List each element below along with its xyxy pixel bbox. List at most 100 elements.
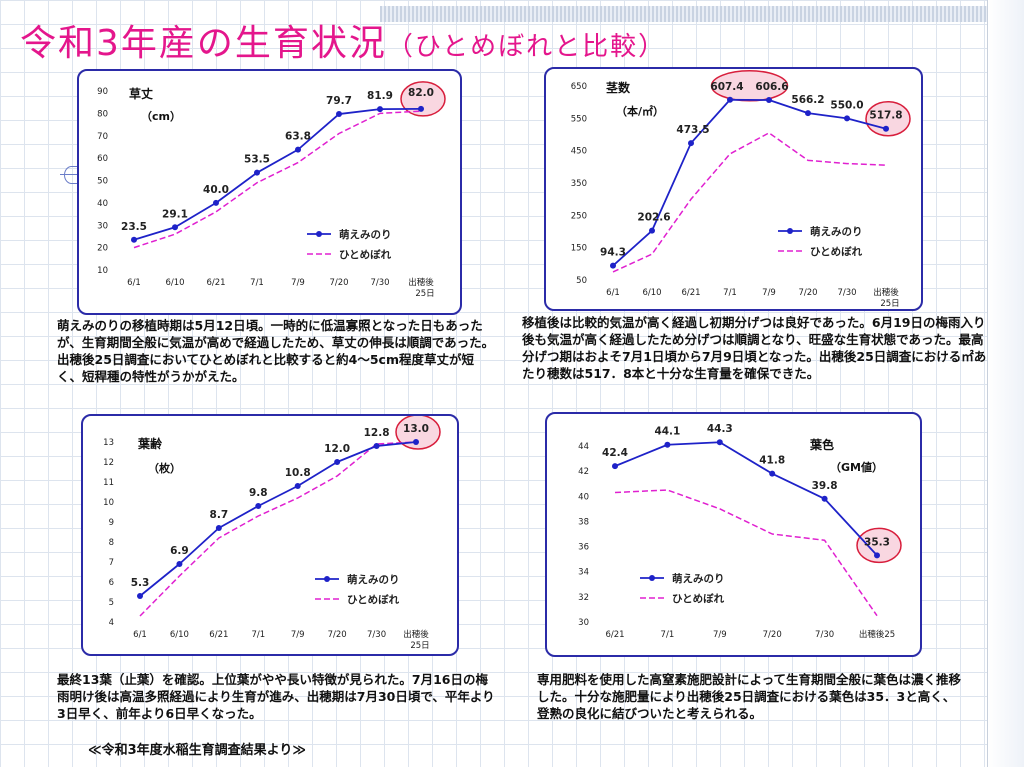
y-tick-label: 80 <box>97 109 108 119</box>
x-tick-label: 6/1 <box>606 288 620 298</box>
data-label: 202.6 <box>637 212 670 224</box>
description-leaf-age: 最終13葉（止葉）を確認。上位葉がやや長い特徴が見られた。7月16日の梅雨明け後… <box>57 672 495 721</box>
series-moemi-point <box>874 552 880 559</box>
series-moemi-point <box>844 115 850 122</box>
series-moemi-point <box>255 503 262 509</box>
source-note: ≪令和3年度水稲生育調査結果より≫ <box>88 743 307 758</box>
data-label: 42.4 <box>602 447 628 459</box>
legend-label-hitomebore: ひとめぼれ <box>347 593 400 606</box>
x-tick-label: 7/30 <box>837 288 856 298</box>
y-tick-label: 44 <box>578 442 589 452</box>
y-tick-label: 90 <box>97 87 108 97</box>
series-moemi-point <box>413 439 419 445</box>
x-tick-label: 6/21 <box>209 630 228 640</box>
y-tick-label: 42 <box>578 467 589 477</box>
y-tick-label: 11 <box>103 478 114 488</box>
y-tick-label: 38 <box>578 517 589 527</box>
series-hitomebore-line <box>612 132 887 273</box>
x-tick-label: 7/20 <box>329 278 348 288</box>
series-moemi-line <box>133 108 422 241</box>
legend-marker-moemi <box>316 231 322 237</box>
y-tick-label: 450 <box>571 147 587 157</box>
series-moemi-point <box>294 483 301 489</box>
page-title: 令和3年産の生育状況（ひとめぼれと比較） <box>20 14 666 66</box>
x-tick-label: 7/30 <box>815 630 834 640</box>
series-moemi-point <box>612 463 618 470</box>
data-label: 63.8 <box>285 131 311 143</box>
page-title-sub: （ひとめぼれと比較） <box>386 32 667 62</box>
series-hitomebore-line <box>614 489 878 617</box>
legend-label-moemi: 萌えみのり <box>810 225 863 238</box>
chart-panel-leaf-age: 4 5 6 7 8 9 10 11 12 13 6/1 6/10 6/21 7/1 7/9 7/20 7/30 出… <box>81 414 459 656</box>
chart-unit: （本/㎡） <box>616 104 664 118</box>
series-moemi-point <box>716 439 723 446</box>
series-moemi-point <box>334 459 341 465</box>
x-tick-label: 7/1 <box>250 278 264 288</box>
series-moemi-point <box>821 495 828 502</box>
x-tick-label: 6/21 <box>605 630 624 640</box>
series-moemi-point <box>688 140 694 147</box>
series-moemi-point <box>254 169 260 176</box>
chart-title: 草丈 <box>129 86 153 101</box>
series-moemi-point <box>176 561 183 567</box>
series-hitomebore-line <box>133 110 422 249</box>
y-tick-label: 12 <box>103 458 114 468</box>
chart-title: 葉齢 <box>137 436 163 451</box>
right-edge-panel <box>987 0 1024 767</box>
chart-panel-height: 10 20 30 40 50 60 70 80 90 6/1 6/10 6/21 7/1 7/9 7/20 7… <box>77 69 462 315</box>
y-tick-label: 650 <box>571 82 587 92</box>
x-tick-label: 7/9 <box>762 288 776 298</box>
data-label: 606.6 <box>755 81 788 93</box>
series-moemi-point <box>336 111 342 118</box>
y-tick-label: 250 <box>571 211 587 221</box>
data-label: 41.8 <box>759 455 785 467</box>
data-label: 82.0 <box>408 87 434 99</box>
data-label: 79.7 <box>326 95 352 107</box>
y-tick-label: 4 <box>109 618 114 628</box>
data-label: 9.8 <box>249 487 268 499</box>
y-tick-label: 30 <box>578 618 589 628</box>
data-label: 566.2 <box>791 94 824 106</box>
series-moemi-point <box>373 443 380 449</box>
series-hitomebore-line <box>139 441 417 617</box>
description-leaf-color: 専用肥料を使用した高窒素施肥設計によって生育期間全般に葉色は濃く推移した。十分な… <box>537 672 962 721</box>
data-label: 6.9 <box>170 545 189 557</box>
chart-title: 葉色 <box>809 437 834 452</box>
data-label: 40.0 <box>203 184 229 196</box>
highlight-ellipse <box>400 81 446 117</box>
x-tick-label: 6/10 <box>165 278 184 288</box>
y-tick-label: 9 <box>109 518 114 528</box>
legend-label-moemi: 萌えみのり <box>347 573 400 586</box>
data-label: 23.5 <box>121 221 147 233</box>
y-tick-label: 13 <box>103 438 114 448</box>
x-tick-label: 7/20 <box>328 630 347 640</box>
chart-unit: （枚） <box>148 461 181 475</box>
x-tick-label: 6/21 <box>681 288 700 298</box>
legend-label-moemi: 萌えみのり <box>339 228 392 241</box>
chart-height-svg: 10 20 30 40 50 60 70 80 90 6/1 6/10 6/21 7/1 7/9 7/20 7… <box>97 81 446 299</box>
series-moemi-point <box>172 224 178 231</box>
x-tick-label: 7/20 <box>798 288 817 298</box>
y-tick-label: 7 <box>109 558 114 568</box>
data-label: 29.1 <box>162 208 188 220</box>
x-tick-label: 7/9 <box>291 630 305 640</box>
data-label: 94.3 <box>600 247 626 259</box>
series-moemi-point <box>805 110 811 117</box>
x-tick-label: 出穂後25 <box>859 629 895 640</box>
x-tick-label: 7/1 <box>251 630 265 640</box>
series-moemi-point <box>664 441 671 448</box>
data-label: 44.1 <box>654 426 680 438</box>
y-tick-label: 8 <box>109 538 114 548</box>
highlight-ellipse <box>856 527 902 564</box>
x-tick-label: 7/9 <box>291 278 305 288</box>
page-title-main: 令和3年産の生育状況 <box>20 23 387 64</box>
legend-marker-moemi <box>787 228 793 234</box>
x-tick-label: 7/9 <box>713 630 727 640</box>
y-tick-label: 34 <box>578 568 589 578</box>
data-label: 550.0 <box>830 99 863 111</box>
series-moemi-point <box>215 525 222 531</box>
y-tick-label: 40 <box>97 199 108 209</box>
series-moemi-point <box>769 470 776 477</box>
y-tick-label: 150 <box>571 244 587 254</box>
data-label: 5.3 <box>131 577 150 589</box>
